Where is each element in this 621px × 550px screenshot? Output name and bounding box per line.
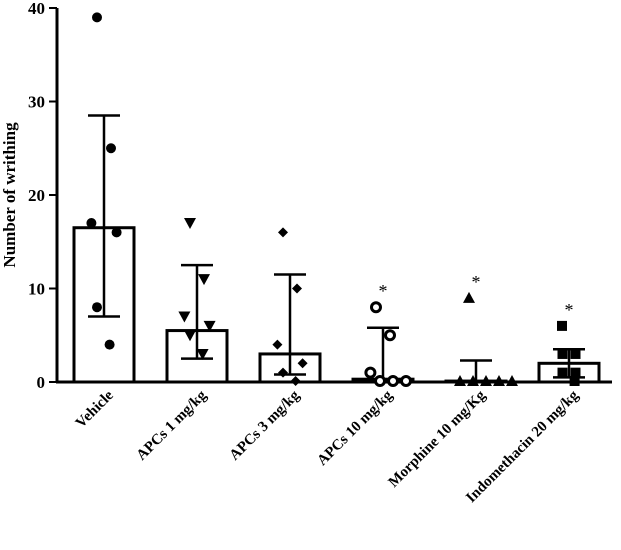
category-label: Morphine 10 mg/Kg: [386, 387, 490, 491]
data-point: [278, 367, 288, 378]
data-point: [570, 348, 581, 359]
data-point: [196, 348, 209, 360]
data-point: [384, 329, 396, 342]
data-point: [387, 375, 399, 387]
data-point: [557, 367, 568, 378]
data-point: [467, 375, 479, 386]
category-label: APCs 3 mg/kg: [227, 387, 303, 463]
y-tick-label: 0: [37, 373, 46, 392]
error-bars: [88, 114, 585, 384]
data-point: [570, 367, 581, 378]
data-points: [86, 12, 581, 387]
data-point: [454, 375, 466, 386]
y-tick-label: 40: [28, 0, 45, 18]
data-point: [92, 302, 102, 313]
data-point: [297, 358, 308, 369]
data-point: [278, 227, 288, 238]
category-label: APCs 1 mg/kg: [134, 387, 210, 463]
data-point: [374, 375, 386, 387]
category-label: Vehicle: [73, 387, 117, 431]
data-point: [198, 274, 210, 286]
data-point: [86, 218, 97, 229]
data-point: [106, 143, 116, 154]
data-point: [506, 375, 518, 386]
data-point: [557, 348, 568, 359]
y-axis: 0 10 20 30 40 Number of writhing: [0, 0, 59, 392]
data-point: [400, 375, 412, 387]
data-point: [203, 320, 216, 332]
data-point: [557, 320, 567, 331]
y-tick-label: 30: [28, 93, 45, 112]
data-point: [463, 291, 475, 303]
data-point: [364, 366, 377, 379]
y-axis-label: Number of writhing: [0, 122, 19, 268]
data-point: [184, 218, 196, 230]
data-point: [104, 339, 115, 350]
category-label: APCs 10 mg/kg: [314, 387, 396, 469]
data-point: [178, 311, 191, 323]
bars: [72, 226, 601, 384]
data-point: [92, 12, 102, 23]
data-point: [370, 301, 382, 314]
significance-marker: *: [379, 281, 388, 301]
y-tick-label: 20: [28, 186, 45, 205]
significance-marker: *: [472, 272, 481, 292]
data-point: [292, 283, 302, 294]
y-tick-label: 10: [28, 280, 45, 299]
significance-markers: * * *: [379, 272, 574, 320]
data-point: [493, 375, 505, 386]
data-point: [184, 330, 196, 342]
data-point: [569, 376, 580, 386]
data-point: [480, 375, 492, 386]
y-ticks: 0 10 20 30 40: [28, 0, 57, 392]
data-point: [290, 376, 301, 386]
data-point: [272, 339, 283, 350]
significance-marker: *: [565, 300, 574, 320]
category-labels: Vehicle APCs 1 mg/kg APCs 3 mg/kg APCs 10 m…: [73, 387, 582, 506]
data-point: [111, 227, 122, 238]
